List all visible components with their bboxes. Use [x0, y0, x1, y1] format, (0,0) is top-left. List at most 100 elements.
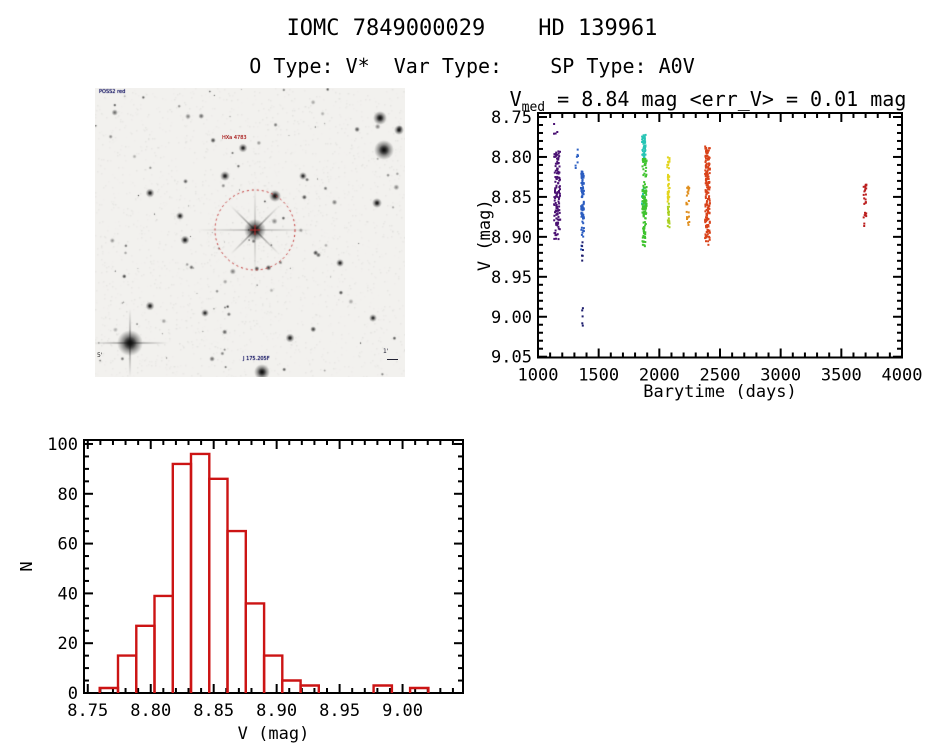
data-point — [582, 217, 584, 220]
data-point — [666, 163, 669, 166]
data-point — [582, 235, 585, 238]
data-point — [667, 182, 670, 185]
data-point — [645, 190, 648, 193]
data-point — [644, 241, 647, 243]
data-point — [645, 173, 648, 176]
data-point — [641, 190, 644, 193]
data-point — [708, 181, 711, 184]
data-point — [557, 176, 560, 179]
data-point — [704, 172, 707, 175]
data-point — [708, 186, 711, 189]
data-point — [666, 225, 669, 228]
x-tick-label: 8.75 — [67, 701, 108, 721]
data-point — [556, 192, 559, 195]
data-point — [644, 158, 647, 160]
data-point — [643, 208, 645, 210]
data-point — [708, 198, 711, 201]
data-point — [554, 162, 557, 165]
data-point — [558, 171, 561, 174]
data-point — [864, 211, 866, 214]
data-point — [556, 206, 559, 208]
histogram-plot: 0 20 40 60 80 100 8.75 8.80 8.85 8.90 8.95 9.00 V (m… — [20, 435, 464, 744]
data-point — [582, 200, 585, 203]
y-tick-label: 0 — [68, 684, 78, 704]
data-point — [862, 216, 865, 219]
data-point — [704, 145, 707, 148]
data-point — [642, 158, 645, 160]
data-point — [705, 191, 708, 194]
x-tick-label: 8.95 — [319, 701, 360, 721]
data-point — [687, 211, 690, 214]
data-point — [642, 186, 645, 189]
data-point — [580, 248, 583, 251]
data-point — [644, 198, 647, 201]
data-point — [864, 185, 866, 188]
data-point — [645, 193, 648, 196]
data-point — [576, 153, 579, 156]
data-point — [581, 245, 584, 248]
data-point — [705, 148, 708, 151]
data-point — [706, 173, 709, 176]
data-point — [666, 156, 669, 159]
data-point — [576, 148, 579, 151]
data-point — [706, 186, 709, 189]
data-point — [704, 155, 707, 158]
histogram-bar — [226, 529, 247, 693]
data-point — [642, 168, 645, 171]
data-point — [553, 204, 556, 206]
data-point — [554, 187, 557, 190]
data-point — [576, 161, 579, 164]
data-point — [668, 205, 670, 208]
data-point — [642, 212, 645, 215]
coordinates-label: J 175.205F — [243, 356, 270, 362]
data-point — [580, 186, 582, 189]
data-point — [707, 185, 710, 188]
y-tick-label: 20 — [58, 634, 78, 654]
data-point — [643, 227, 646, 230]
data-point — [554, 180, 557, 183]
y-tick-label: 40 — [58, 584, 78, 604]
data-point — [555, 154, 558, 157]
data-point — [667, 198, 670, 201]
data-point — [581, 191, 583, 194]
data-point — [645, 212, 647, 215]
x-tick-label: 3000 — [760, 366, 801, 386]
data-point — [642, 240, 645, 243]
data-point — [668, 196, 670, 198]
data-point — [559, 188, 561, 191]
data-point — [667, 161, 670, 164]
data-point — [666, 197, 669, 200]
data-point — [556, 224, 559, 227]
data-point — [643, 245, 646, 248]
y-tick-label: 8.80 — [491, 148, 532, 168]
data-point — [559, 218, 562, 221]
data-point — [708, 147, 711, 150]
data-point — [553, 196, 556, 199]
data-point — [558, 155, 561, 158]
data-point — [668, 157, 671, 160]
data-point — [643, 154, 646, 157]
data-point — [863, 197, 866, 200]
data-point — [707, 240, 710, 243]
data-point — [707, 218, 710, 221]
data-point — [706, 176, 709, 179]
data-point — [642, 202, 645, 205]
data-point — [555, 213, 558, 216]
data-point — [708, 231, 711, 234]
data-point — [554, 229, 557, 232]
x-tick-label: 8.80 — [130, 701, 171, 721]
data-point — [706, 216, 709, 219]
data-point — [643, 192, 646, 195]
data-point — [581, 205, 584, 208]
data-point — [708, 211, 711, 214]
data-point — [705, 152, 708, 155]
data-point — [555, 210, 558, 213]
data-point — [575, 155, 578, 158]
data-point — [554, 189, 556, 192]
data-point — [687, 192, 690, 195]
data-point — [705, 163, 708, 166]
data-point — [581, 187, 584, 190]
data-point — [581, 254, 584, 257]
data-point — [581, 196, 584, 199]
data-point — [705, 225, 708, 228]
